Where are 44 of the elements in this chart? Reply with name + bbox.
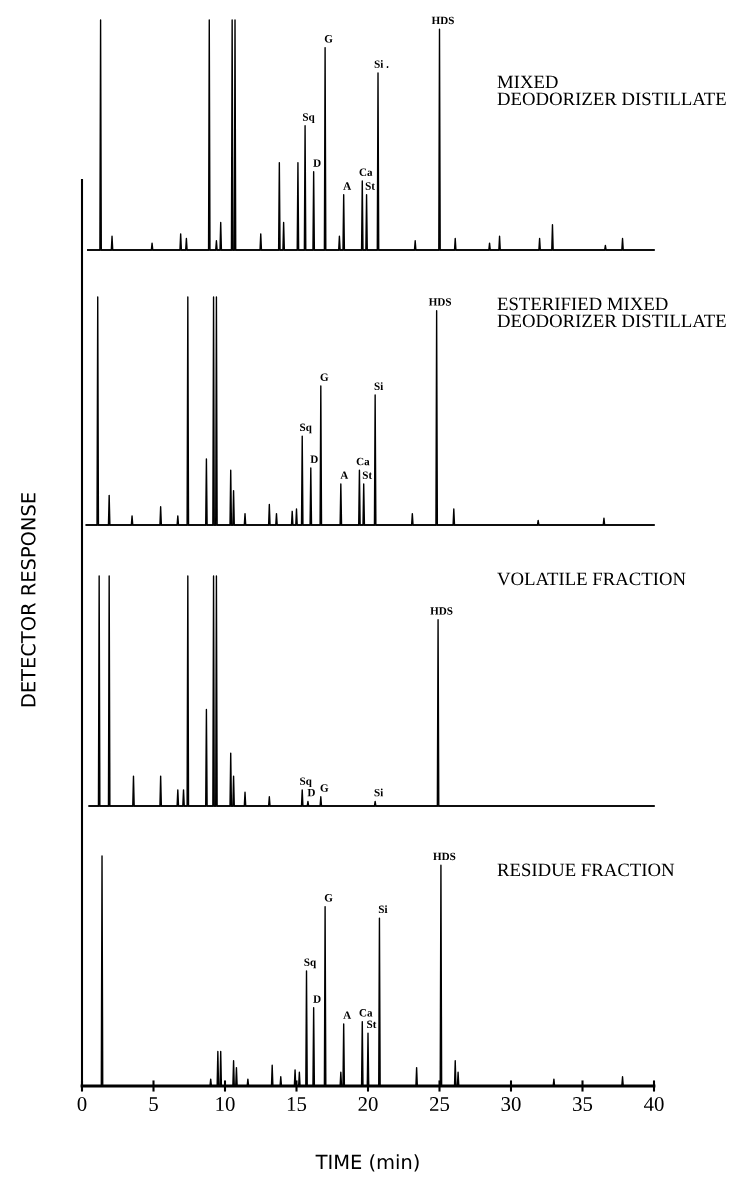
- annotation: Si: [378, 905, 388, 914]
- chart-title: ESTERIFIED MIXED DEODORIZER DISTILLATE: [497, 297, 726, 328]
- x-tick-label: 5: [149, 1097, 158, 1112]
- x-tick-label: 0: [77, 1097, 87, 1112]
- annotation: Si: [374, 382, 384, 391]
- annotation: D: [313, 995, 321, 1003]
- annotation: HDS: [431, 16, 454, 25]
- x-tick-label: 25: [430, 1097, 450, 1112]
- annotation: Ca: [359, 168, 373, 176]
- annotation: Sq: [300, 423, 312, 434]
- annotation: Si .: [374, 60, 389, 68]
- annotation: A: [340, 471, 349, 479]
- annotation: Sq: [302, 113, 315, 124]
- annotation: G: [320, 373, 329, 381]
- x-tick-label: 10: [216, 1097, 235, 1112]
- annotation: Sq: [304, 958, 317, 969]
- annotation: Si: [374, 788, 384, 797]
- annotation: G: [320, 784, 329, 792]
- x-tick-label: 35: [573, 1097, 593, 1112]
- annotation: St: [362, 471, 373, 479]
- x-tick-label: 40: [643, 1097, 664, 1112]
- annotation: D: [307, 788, 315, 797]
- annotation: D: [310, 455, 318, 463]
- annotation: Ca: [359, 1009, 373, 1017]
- annotation: HDS: [433, 852, 456, 861]
- annotation: G: [324, 894, 333, 902]
- annotation: St: [367, 1020, 377, 1029]
- x-tick-label: 20: [358, 1097, 378, 1112]
- annotation: HDS: [430, 607, 453, 615]
- x-axis-title: TIME (min): [315, 1154, 419, 1172]
- annotation: Sq: [300, 777, 312, 788]
- x-tick-label: 30: [501, 1097, 521, 1112]
- annotation: Ca: [356, 457, 370, 466]
- text: MIXED DEODORIZER DISTILLATE: [497, 75, 726, 106]
- annotation: G: [324, 35, 333, 43]
- annotation: St: [365, 182, 375, 190]
- annotation: HDS: [428, 298, 452, 306]
- y-axis-title: DETECTOR RESPONSE: [20, 493, 36, 707]
- chart-title: RESIDUE FRACTION: [497, 863, 675, 877]
- annotation: D: [313, 159, 321, 167]
- annotation: A: [343, 1011, 352, 1019]
- x-tick-label: 15: [287, 1097, 307, 1112]
- annotation: A: [343, 182, 352, 190]
- chart-title: VOLATILE FRACTION: [497, 572, 686, 586]
